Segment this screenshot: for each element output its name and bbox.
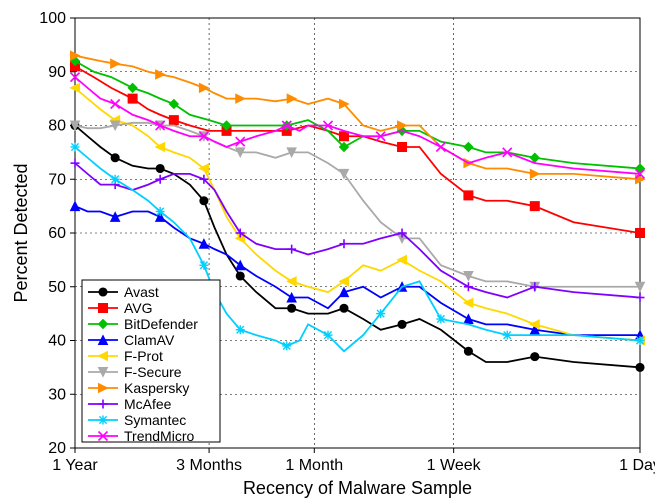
legend-label: F-Prot	[124, 348, 163, 364]
y-tick-label: 40	[48, 333, 66, 350]
legend-label: ClamAV	[124, 332, 175, 348]
y-tick-label: 70	[48, 171, 66, 188]
y-tick-label: 50	[48, 279, 66, 296]
x-tick-label: 1 Year	[52, 457, 98, 474]
y-tick-label: 30	[48, 386, 66, 403]
x-tick-label: 3 Months	[176, 457, 242, 474]
y-tick-label: 20	[48, 440, 66, 457]
detection-chart: 20 30 40 50 60 70 80 90 100 1 Year 3 Months 1 Month…	[0, 0, 655, 500]
chart-svg: 20 30 40 50 60 70 80 90 100 1 Year 3 Months 1 Month…	[0, 0, 655, 500]
x-tick-label: 1 Day	[619, 457, 655, 474]
legend-label: F-Secure	[124, 364, 182, 380]
y-tick-label: 90	[48, 64, 66, 81]
y-tick-label: 80	[48, 118, 66, 135]
legend-label: McAfee	[124, 396, 172, 412]
legend-label: TrendMicro	[124, 428, 194, 444]
x-tick-label: 1 Week	[427, 457, 482, 474]
legend: AvastAVGBitDefenderClamAVF-ProtF-SecureK…	[82, 280, 220, 444]
legend-label: Avast	[124, 284, 159, 300]
x-tick-label: 1 Month	[285, 457, 343, 474]
y-axis-label: Percent Detected	[11, 163, 31, 302]
legend-label: BitDefender	[124, 316, 198, 332]
y-tick-label: 100	[39, 10, 66, 27]
legend-label: Symantec	[124, 412, 186, 428]
x-axis-label: Recency of Malware Sample	[243, 478, 472, 498]
legend-label: Kaspersky	[124, 380, 189, 396]
series-kaspersky	[71, 51, 645, 184]
legend-label: AVG	[124, 300, 153, 316]
y-tick-label: 60	[48, 225, 66, 242]
